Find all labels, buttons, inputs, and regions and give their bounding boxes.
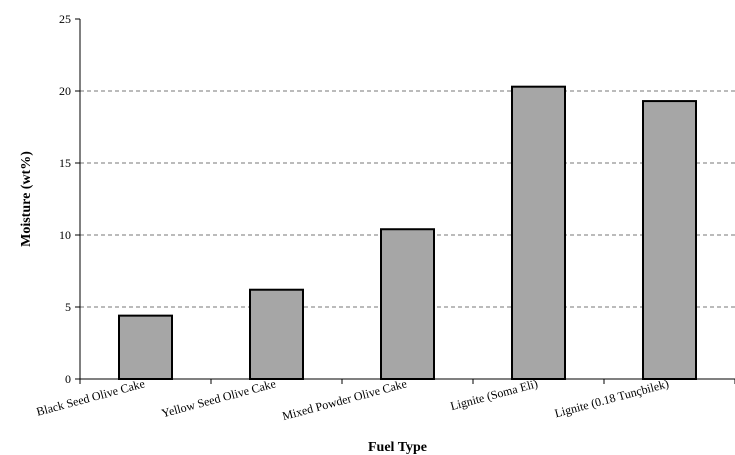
x-category-label: Yellow Seed Olive Cake: [160, 376, 277, 420]
x-category-label: Black Seed Olive Cake: [35, 376, 146, 418]
y-ticks: 0 5 10 15 20 25: [59, 12, 80, 386]
x-category-labels: Black Seed Olive Cake Yellow Seed Olive C…: [35, 376, 735, 423]
y-axis-title: Moisture (wt%): [19, 151, 34, 247]
y-tick-label: 5: [65, 300, 71, 314]
bar: [118, 314, 173, 381]
y-tick-label: 20: [59, 84, 71, 98]
x-category-label: Lignite (Soma Eli): [449, 376, 540, 413]
y-tick-label: 0: [65, 372, 71, 386]
bars: [118, 85, 697, 381]
axes: [79, 19, 735, 380]
bar: [249, 288, 304, 380]
y-tick-label: 25: [59, 12, 71, 26]
bar: [511, 85, 566, 381]
x-category-label: Mixed Powder Olive Cake: [281, 376, 409, 423]
y-tick-label: 10: [59, 228, 71, 242]
y-tick-label: 15: [59, 156, 71, 170]
bar: [642, 100, 697, 381]
x-category-label: Lignite (0.18 Tunçbilek): [553, 376, 670, 420]
bar: [380, 228, 435, 380]
x-axis-title: Fuel Type: [368, 440, 427, 455]
